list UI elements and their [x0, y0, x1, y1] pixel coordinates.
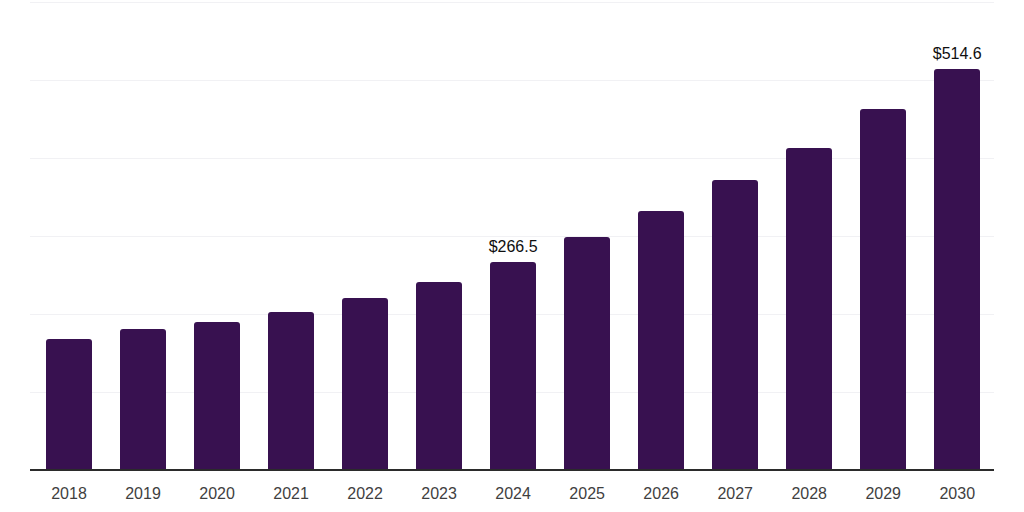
x-tick-label-2021: 2021: [254, 484, 328, 503]
x-tick-label-2028: 2028: [772, 484, 846, 503]
x-tick-label-2029: 2029: [846, 484, 920, 503]
x-tick-label-2030: 2030: [920, 484, 994, 503]
x-tick-label-2026: 2026: [624, 484, 698, 503]
bar-2018: [46, 339, 92, 470]
x-tick-label-2018: 2018: [32, 484, 106, 503]
x-tick-label-2027: 2027: [698, 484, 772, 503]
bar-2027: [712, 180, 758, 470]
bar-2029: [860, 109, 906, 470]
value-label-2024: $266.5: [463, 238, 563, 256]
plot-area: 2018201920202021202220232024$266.5202520…: [0, 0, 1024, 512]
bar-chart: 2018201920202021202220232024$266.5202520…: [0, 0, 1024, 512]
bar-2021: [268, 312, 314, 470]
bar-2026: [638, 211, 684, 470]
x-tick-label-2019: 2019: [106, 484, 180, 503]
gridline: [30, 80, 994, 81]
x-tick-label-2023: 2023: [402, 484, 476, 503]
bar-2020: [194, 322, 240, 470]
bar-2030: [934, 69, 980, 470]
gridline: [30, 236, 994, 237]
bar-2023: [416, 282, 462, 470]
bar-2019: [120, 329, 166, 470]
bar-2028: [786, 148, 832, 470]
x-axis-line: [30, 469, 994, 471]
x-tick-label-2020: 2020: [180, 484, 254, 503]
bar-2025: [564, 237, 610, 470]
gridline: [30, 2, 994, 3]
x-tick-label-2024: 2024: [476, 484, 550, 503]
x-tick-label-2025: 2025: [550, 484, 624, 503]
gridline: [30, 158, 994, 159]
bar-2022: [342, 298, 388, 470]
value-label-2030: $514.6: [907, 45, 1007, 63]
bar-2024: [490, 262, 536, 470]
x-tick-label-2022: 2022: [328, 484, 402, 503]
